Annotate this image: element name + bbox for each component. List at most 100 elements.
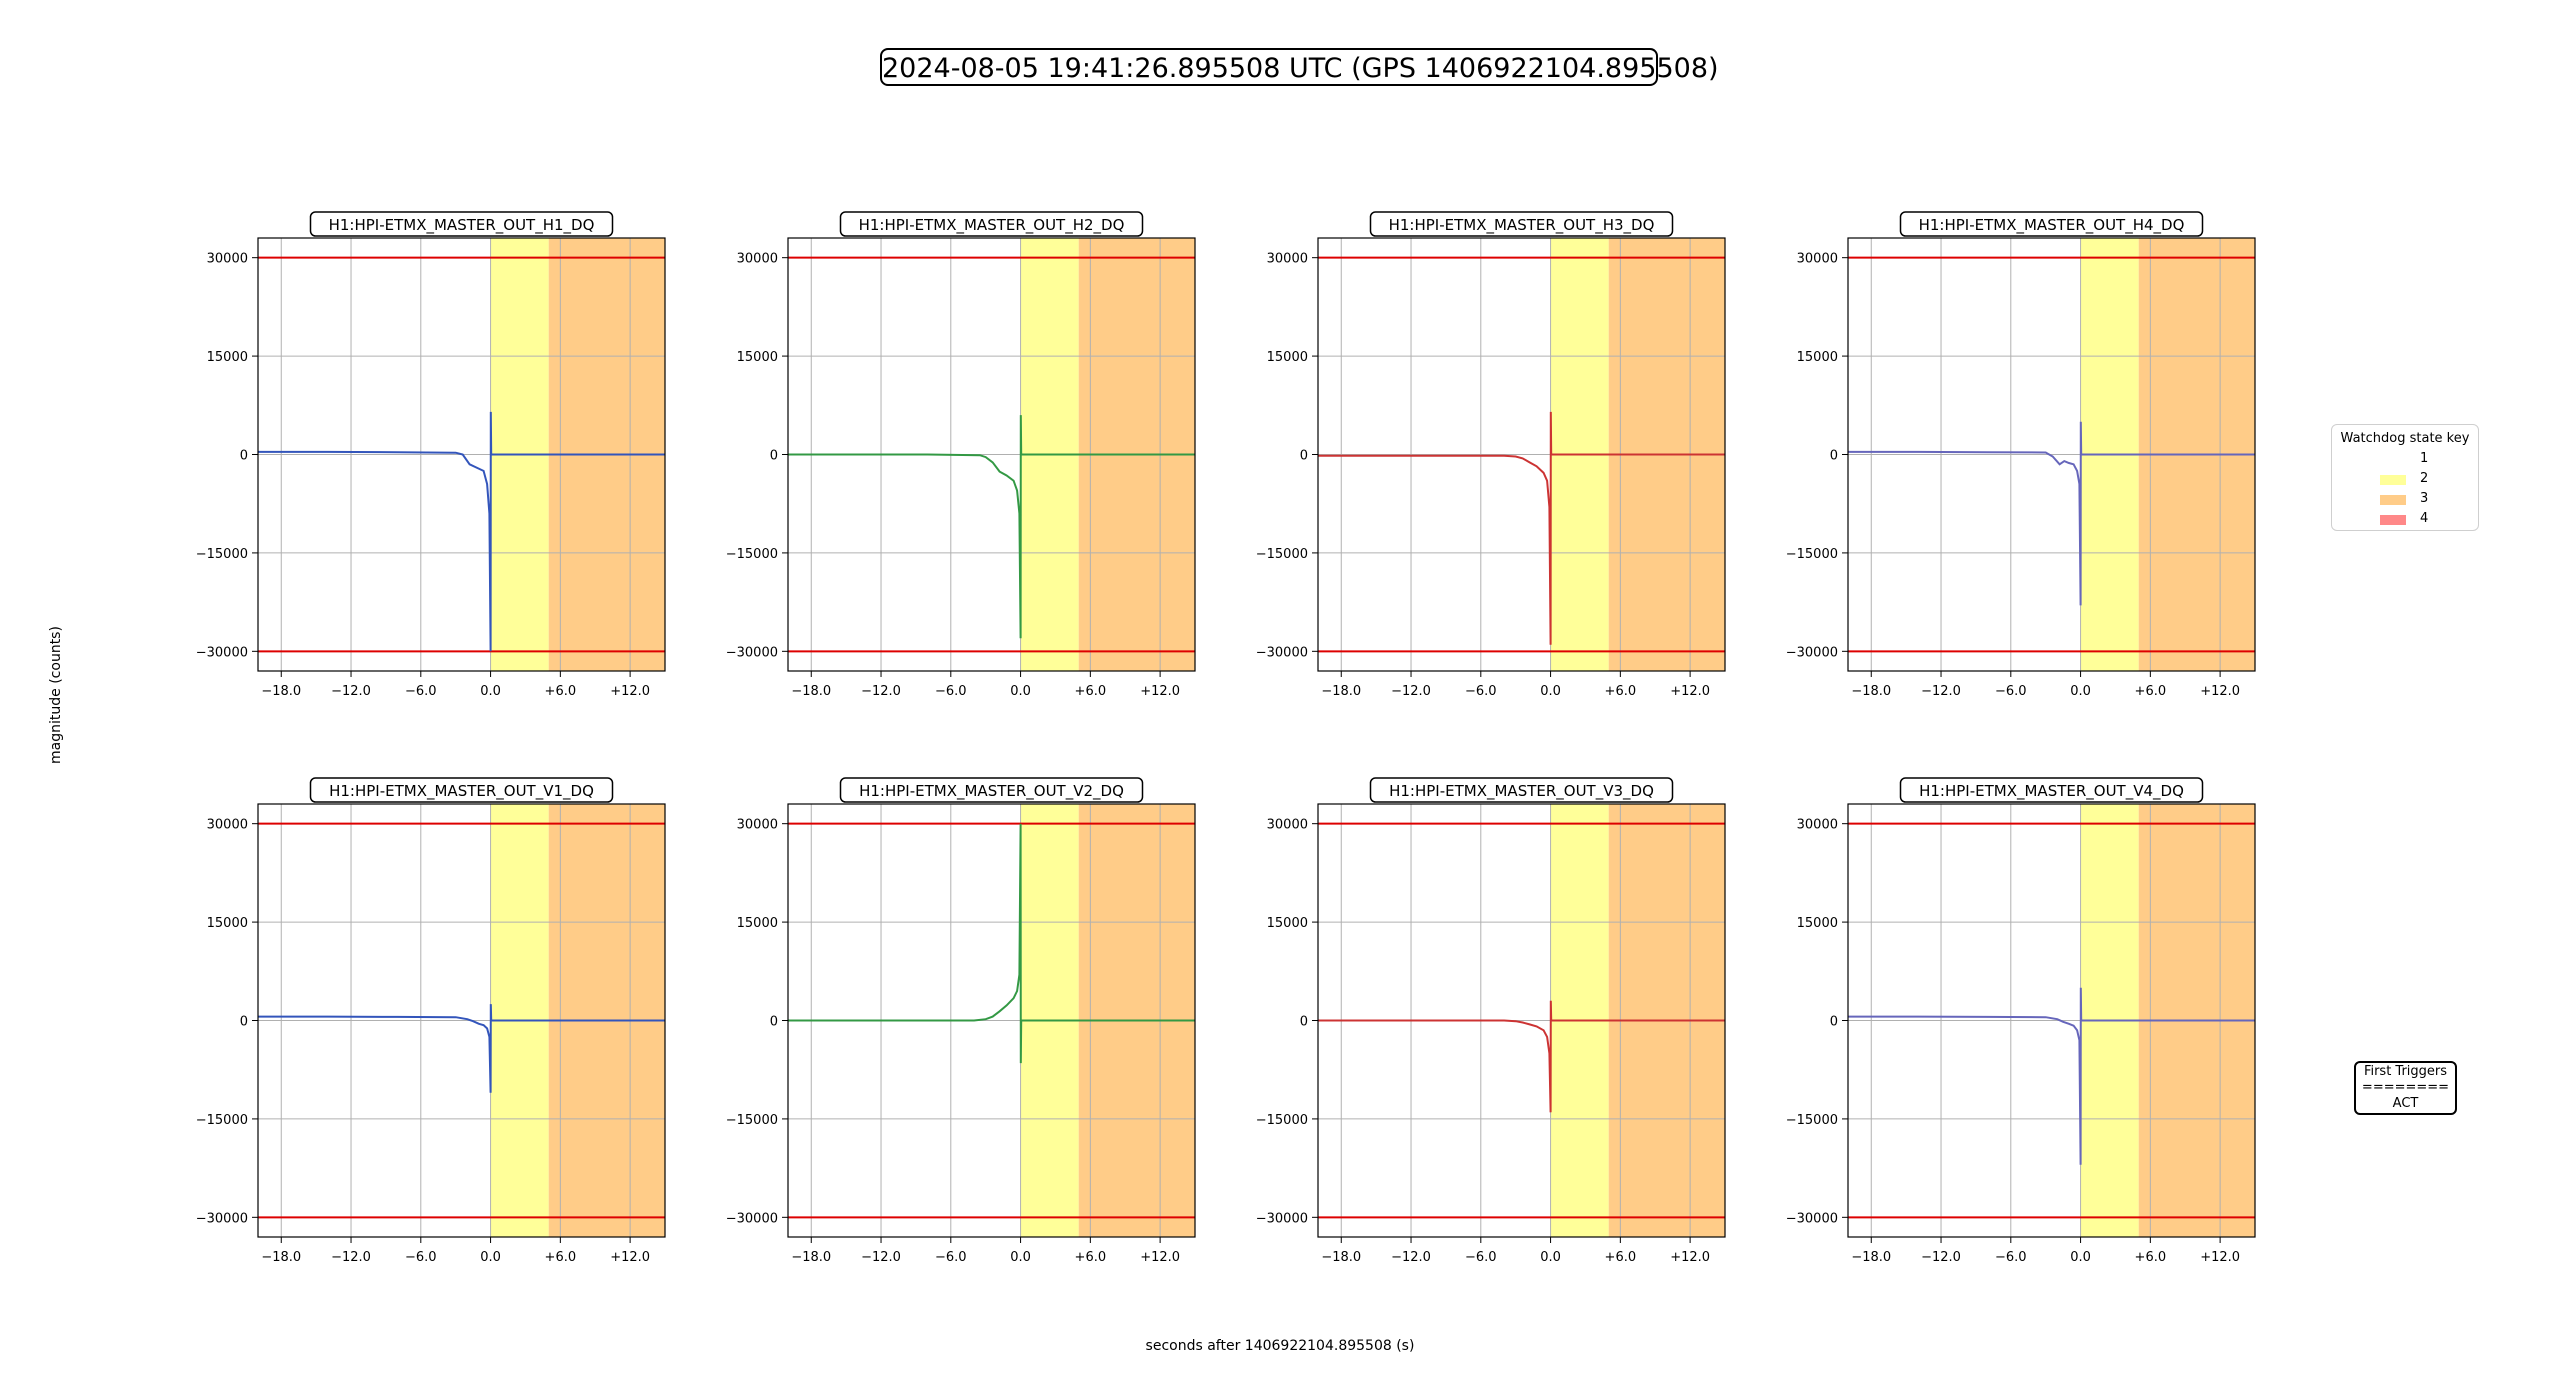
- panel-title: H1:HPI-ETMX_MASTER_OUT_H1_DQ: [329, 216, 595, 235]
- panel-6: −18.0 −12.0 −6.0 0.0 +6.0 +12.0 30000 15000 0 −15…: [726, 777, 1196, 1265]
- x-tick-label: −6.0: [1465, 1250, 1497, 1265]
- panel-title-box: [839, 777, 1144, 803]
- panel-7: −18.0 −12.0 −6.0 0.0 +6.0 +12.0 30000 15000 0 −15…: [1256, 777, 1726, 1265]
- panel-title-box: [1369, 777, 1674, 803]
- x-tick-label: −12.0: [1391, 1250, 1431, 1265]
- x-tick-label: +6.0: [545, 1250, 577, 1265]
- first-triggers-title: First Triggers: [2363, 1064, 2448, 1079]
- panel-2: −18.0 −12.0 −6.0 0.0 +6.0 +12.0 30000 15000 0 −15…: [726, 211, 1196, 699]
- x-tick-label: −6.0: [1995, 1250, 2027, 1265]
- y-tick-label: 30000: [737, 252, 778, 267]
- x-tick-label: −6.0: [1465, 684, 1497, 699]
- y-tick-label: −15000: [726, 1113, 778, 1128]
- legend-title: Watchdog state key: [2340, 431, 2470, 446]
- x-tick-label: +12.0: [2200, 684, 2240, 699]
- y-tick-label: −15000: [1786, 547, 1838, 562]
- y-tick-label: −15000: [1786, 1113, 1838, 1128]
- x-tick-label: +6.0: [545, 684, 577, 699]
- panel-title-box: [839, 211, 1144, 237]
- y-tick-label: 15000: [1797, 916, 1838, 931]
- x-tick-label: 0.0: [1010, 1250, 1031, 1265]
- panel-8: −18.0 −12.0 −6.0 0.0 +6.0 +12.0 30000 15000 0 −15…: [1786, 777, 2256, 1265]
- y-tick-label: −30000: [726, 1211, 778, 1226]
- legend-label-1: 1: [2420, 451, 2429, 466]
- y-tick-label: −30000: [196, 1211, 248, 1226]
- x-tick-label: +12.0: [1140, 1250, 1180, 1265]
- y-tick-label: 15000: [737, 350, 778, 365]
- y-tick-label: −30000: [1786, 1211, 1838, 1226]
- legend-swatch-1: [2380, 455, 2406, 465]
- x-tick-label: −12.0: [1921, 1250, 1961, 1265]
- y-tick-label: 0: [1830, 1015, 1838, 1030]
- y-tick-label: 15000: [207, 350, 248, 365]
- x-tick-label: −12.0: [1921, 684, 1961, 699]
- x-tick-label: −12.0: [861, 684, 901, 699]
- x-tick-label: −18.0: [1851, 684, 1891, 699]
- panel-title: H1:HPI-ETMX_MASTER_OUT_V1_DQ: [329, 782, 594, 801]
- y-tick-label: 30000: [207, 252, 248, 267]
- x-tick-label: 0.0: [480, 684, 501, 699]
- panel-title: H1:HPI-ETMX_MASTER_OUT_H4_DQ: [1919, 216, 2185, 235]
- panel-5: −18.0 −12.0 −6.0 0.0 +6.0 +12.0 30000 15000 0 −15…: [196, 777, 666, 1265]
- x-tick-label: 0.0: [1010, 684, 1031, 699]
- y-tick-label: 30000: [1267, 252, 1308, 267]
- legend-swatch-3: [2380, 495, 2406, 505]
- x-tick-label: −12.0: [1391, 684, 1431, 699]
- first-triggers-box: First Triggers ======== ACT: [2354, 1061, 2457, 1115]
- panel-title-box: [1369, 211, 1674, 237]
- legend-label-4: 4: [2420, 511, 2429, 526]
- panel-3: −18.0 −12.0 −6.0 0.0 +6.0 +12.0 30000 15000 0 −15…: [1256, 211, 1726, 699]
- x-tick-label: 0.0: [2070, 684, 2091, 699]
- x-tick-label: +6.0: [1075, 684, 1107, 699]
- x-tick-label: 0.0: [480, 1250, 501, 1265]
- y-tick-label: 30000: [1267, 818, 1308, 833]
- series-line: [1848, 987, 2255, 1165]
- y-tick-label: 15000: [1797, 350, 1838, 365]
- x-tick-label: −6.0: [935, 684, 967, 699]
- y-tick-label: 30000: [1797, 252, 1838, 267]
- y-axis-label: magnitude (counts): [48, 626, 64, 764]
- y-tick-label: 0: [1830, 449, 1838, 464]
- series-line: [1318, 411, 1725, 645]
- x-tick-label: −6.0: [405, 684, 437, 699]
- x-tick-label: +6.0: [1605, 684, 1637, 699]
- panel-title: H1:HPI-ETMX_MASTER_OUT_H2_DQ: [859, 216, 1125, 235]
- series-line: [788, 823, 1195, 1064]
- series-line: [788, 415, 1195, 639]
- panel-title-box: [309, 211, 614, 237]
- y-tick-label: −15000: [1256, 547, 1308, 562]
- x-tick-label: +6.0: [1605, 1250, 1637, 1265]
- x-tick-label: +6.0: [2135, 1250, 2167, 1265]
- y-tick-label: 15000: [207, 916, 248, 931]
- x-tick-label: −18.0: [1321, 1250, 1361, 1265]
- panel-title-box: [309, 777, 614, 803]
- y-tick-label: 30000: [1797, 818, 1838, 833]
- panel-title: H1:HPI-ETMX_MASTER_OUT_H3_DQ: [1389, 216, 1655, 235]
- legend-swatch-4: [2380, 515, 2406, 525]
- figure-title: 2024-08-05 19:41:26.895508 UTC (GPS 1406…: [880, 48, 1719, 86]
- y-tick-label: 15000: [1267, 350, 1308, 365]
- panel-title: H1:HPI-ETMX_MASTER_OUT_V4_DQ: [1919, 782, 2184, 801]
- x-tick-label: −6.0: [405, 1250, 437, 1265]
- x-tick-label: −18.0: [791, 1250, 831, 1265]
- y-tick-label: 30000: [737, 818, 778, 833]
- x-tick-label: −6.0: [1995, 684, 2027, 699]
- x-tick-label: −12.0: [331, 684, 371, 699]
- panel-4: −18.0 −12.0 −6.0 0.0 +6.0 +12.0 30000 15000 0 −15…: [1786, 211, 2256, 699]
- x-tick-label: +6.0: [1075, 1250, 1107, 1265]
- panel-title-box: [1899, 211, 2204, 237]
- x-tick-label: 0.0: [2070, 1250, 2091, 1265]
- x-tick-label: +12.0: [1670, 1250, 1710, 1265]
- legend-label-2: 2: [2420, 471, 2429, 486]
- y-tick-label: −15000: [1256, 1113, 1308, 1128]
- series-line: [258, 411, 665, 652]
- first-triggers-value: ACT: [2392, 1096, 2419, 1111]
- x-tick-label: −18.0: [1321, 684, 1361, 699]
- x-tick-label: −18.0: [1851, 1250, 1891, 1265]
- y-tick-label: −15000: [726, 547, 778, 562]
- x-tick-label: −12.0: [331, 1250, 371, 1265]
- y-tick-label: −30000: [1256, 645, 1308, 660]
- series-line: [258, 1004, 665, 1093]
- legend-label-3: 3: [2420, 491, 2429, 506]
- y-tick-label: 0: [1300, 449, 1308, 464]
